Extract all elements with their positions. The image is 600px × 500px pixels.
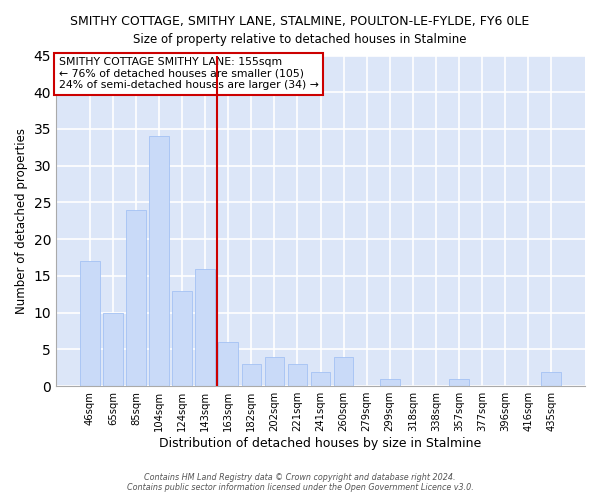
Text: SMITHY COTTAGE SMITHY LANE: 155sqm
← 76% of detached houses are smaller (105)
24: SMITHY COTTAGE SMITHY LANE: 155sqm ← 76%… bbox=[59, 57, 319, 90]
Bar bbox=[334, 357, 353, 386]
Bar bbox=[449, 379, 469, 386]
Bar bbox=[103, 312, 123, 386]
Text: SMITHY COTTAGE, SMITHY LANE, STALMINE, POULTON-LE-FYLDE, FY6 0LE: SMITHY COTTAGE, SMITHY LANE, STALMINE, P… bbox=[70, 15, 530, 28]
Bar bbox=[196, 268, 215, 386]
Bar bbox=[541, 372, 561, 386]
Bar bbox=[172, 290, 192, 386]
Bar bbox=[149, 136, 169, 386]
Bar bbox=[265, 357, 284, 386]
Bar bbox=[80, 262, 100, 386]
Bar bbox=[218, 342, 238, 386]
X-axis label: Distribution of detached houses by size in Stalmine: Distribution of detached houses by size … bbox=[160, 437, 482, 450]
Bar bbox=[287, 364, 307, 386]
Text: Size of property relative to detached houses in Stalmine: Size of property relative to detached ho… bbox=[133, 32, 467, 46]
Y-axis label: Number of detached properties: Number of detached properties bbox=[15, 128, 28, 314]
Bar bbox=[311, 372, 331, 386]
Bar bbox=[380, 379, 400, 386]
Text: Contains HM Land Registry data © Crown copyright and database right 2024.
Contai: Contains HM Land Registry data © Crown c… bbox=[127, 473, 473, 492]
Bar bbox=[242, 364, 261, 386]
Bar bbox=[126, 210, 146, 386]
